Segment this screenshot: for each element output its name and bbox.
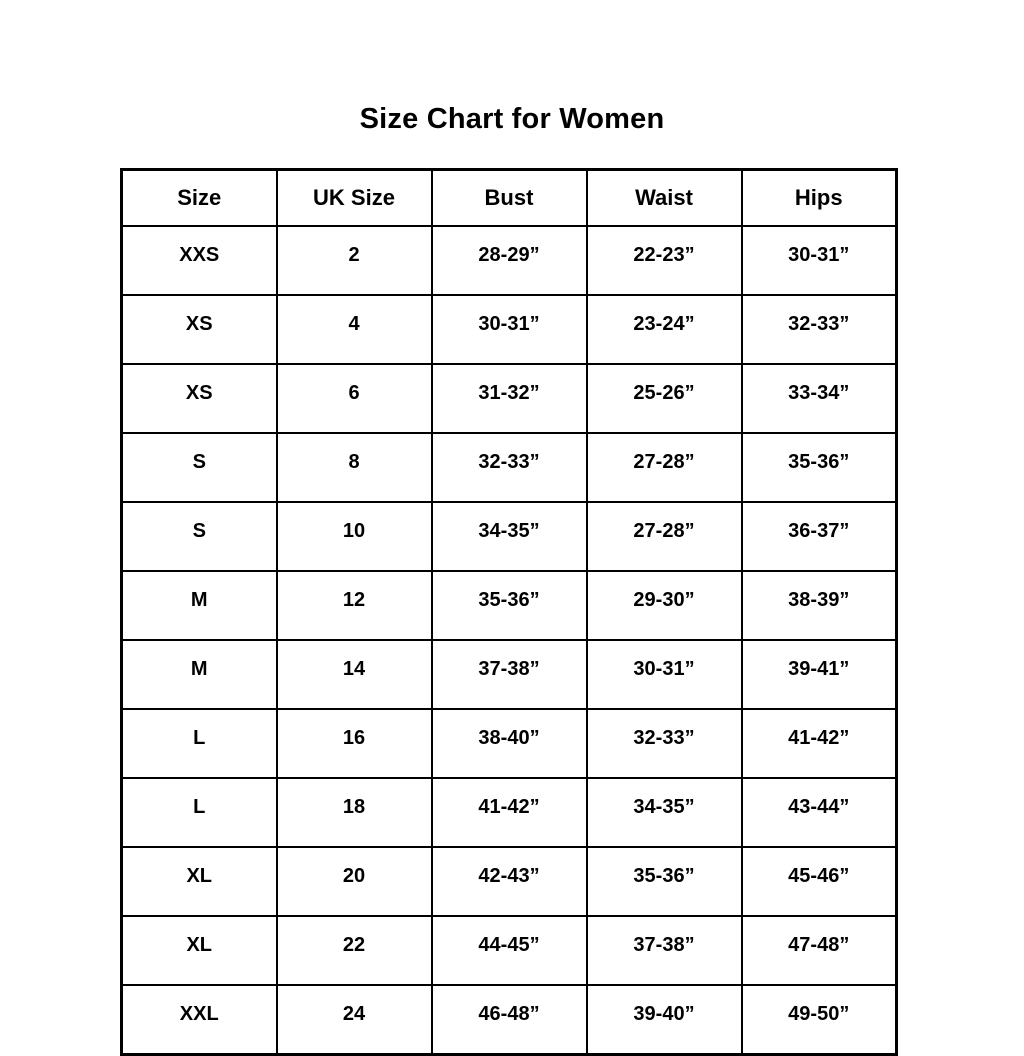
table-cell: 10 bbox=[275, 501, 433, 572]
table-cell: XL bbox=[120, 846, 278, 917]
table-cell: 22-23” bbox=[585, 225, 743, 296]
table-row: M 12 35-36” 29-30” 38-39” bbox=[120, 570, 898, 641]
table-cell: 39-41” bbox=[740, 639, 898, 710]
table-cell: 35-36” bbox=[430, 570, 588, 641]
table-row: XS 6 31-32” 25-26” 33-34” bbox=[120, 363, 898, 434]
table-cell: XS bbox=[120, 363, 278, 434]
table-cell: 2 bbox=[275, 225, 433, 296]
table-cell: 34-35” bbox=[585, 777, 743, 848]
table-header-row: Size UK Size Bust Waist Hips bbox=[120, 168, 898, 227]
table-row: XXS 2 28-29” 22-23” 30-31” bbox=[120, 225, 898, 296]
table-cell: 27-28” bbox=[585, 432, 743, 503]
table-cell: 4 bbox=[275, 294, 433, 365]
table-row: XS 4 30-31” 23-24” 32-33” bbox=[120, 294, 898, 365]
table-cell: 33-34” bbox=[740, 363, 898, 434]
table-cell: 28-29” bbox=[430, 225, 588, 296]
column-header-uk-size: UK Size bbox=[275, 168, 433, 227]
table-cell: 18 bbox=[275, 777, 433, 848]
table-cell: 12 bbox=[275, 570, 433, 641]
table-cell: 25-26” bbox=[585, 363, 743, 434]
table-cell: 23-24” bbox=[585, 294, 743, 365]
table-cell: 42-43” bbox=[430, 846, 588, 917]
column-header-hips: Hips bbox=[740, 168, 898, 227]
table-cell: 8 bbox=[275, 432, 433, 503]
table-cell: 32-33” bbox=[430, 432, 588, 503]
table-cell: L bbox=[120, 777, 278, 848]
table-row: L 16 38-40” 32-33” 41-42” bbox=[120, 708, 898, 779]
column-header-size: Size bbox=[120, 168, 278, 227]
table-cell: XXS bbox=[120, 225, 278, 296]
table-cell: 20 bbox=[275, 846, 433, 917]
table-row: XXL 24 46-48” 39-40” 49-50” bbox=[120, 984, 898, 1056]
table-cell: 27-28” bbox=[585, 501, 743, 572]
table-cell: 16 bbox=[275, 708, 433, 779]
table-cell: XS bbox=[120, 294, 278, 365]
table-cell: 32-33” bbox=[740, 294, 898, 365]
table-cell: 49-50” bbox=[740, 984, 898, 1056]
page-title: Size Chart for Women bbox=[359, 103, 665, 135]
table-cell: 43-44” bbox=[740, 777, 898, 848]
size-chart-table: Size UK Size Bust Waist Hips XXS 2 28-29” 2… bbox=[120, 168, 898, 1056]
table-row: M 14 37-38” 30-31” 39-41” bbox=[120, 639, 898, 710]
table-cell: 41-42” bbox=[740, 708, 898, 779]
table-row: XL 22 44-45” 37-38” 47-48” bbox=[120, 915, 898, 986]
table-cell: 34-35” bbox=[430, 501, 588, 572]
table-cell: 22 bbox=[275, 915, 433, 986]
table-cell: 41-42” bbox=[430, 777, 588, 848]
table-cell: 45-46” bbox=[740, 846, 898, 917]
table-cell: 44-45” bbox=[430, 915, 588, 986]
table-cell: S bbox=[120, 501, 278, 572]
table-cell: 14 bbox=[275, 639, 433, 710]
table-cell: 37-38” bbox=[430, 639, 588, 710]
column-header-waist: Waist bbox=[585, 168, 743, 227]
table-cell: 46-48” bbox=[430, 984, 588, 1056]
column-header-bust: Bust bbox=[430, 168, 588, 227]
table-cell: 35-36” bbox=[585, 846, 743, 917]
table-cell: 35-36” bbox=[740, 432, 898, 503]
table-cell: 38-40” bbox=[430, 708, 588, 779]
table-cell: 31-32” bbox=[430, 363, 588, 434]
table-row: L 18 41-42” 34-35” 43-44” bbox=[120, 777, 898, 848]
table-row: XL 20 42-43” 35-36” 45-46” bbox=[120, 846, 898, 917]
table-cell: 24 bbox=[275, 984, 433, 1056]
table-cell: M bbox=[120, 639, 278, 710]
table-cell: 47-48” bbox=[740, 915, 898, 986]
table-cell: 39-40” bbox=[585, 984, 743, 1056]
table-cell: 32-33” bbox=[585, 708, 743, 779]
table-cell: 30-31” bbox=[430, 294, 588, 365]
table-cell: 37-38” bbox=[585, 915, 743, 986]
table-cell: S bbox=[120, 432, 278, 503]
table-cell: 30-31” bbox=[740, 225, 898, 296]
table-cell: XL bbox=[120, 915, 278, 986]
table-body: XXS 2 28-29” 22-23” 30-31” XS 4 30-31” 23-24” 32-… bbox=[120, 225, 898, 1056]
table-cell: 6 bbox=[275, 363, 433, 434]
table-cell: XXL bbox=[120, 984, 278, 1056]
table-cell: L bbox=[120, 708, 278, 779]
table-cell: 38-39” bbox=[740, 570, 898, 641]
table-cell: 29-30” bbox=[585, 570, 743, 641]
table-row: S 10 34-35” 27-28” 36-37” bbox=[120, 501, 898, 572]
table-cell: 36-37” bbox=[740, 501, 898, 572]
table-row: S 8 32-33” 27-28” 35-36” bbox=[120, 432, 898, 503]
table-cell: M bbox=[120, 570, 278, 641]
table-cell: 30-31” bbox=[585, 639, 743, 710]
